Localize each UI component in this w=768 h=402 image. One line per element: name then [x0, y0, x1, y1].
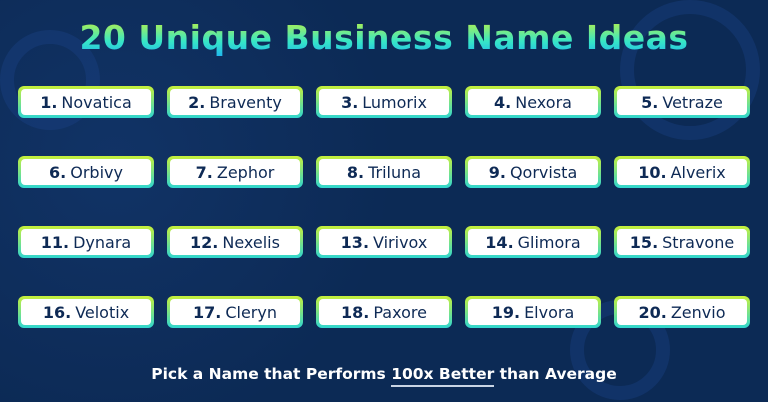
name-number: 1. [40, 92, 58, 112]
name-number: 8. [346, 162, 365, 182]
name-card: 10. Alverix [614, 156, 750, 188]
name-card: 4. Nexora [465, 86, 601, 118]
name-number: 20. [638, 302, 667, 322]
name-card: 18. Paxore [316, 296, 452, 328]
name-card: 12. Nexelis [167, 226, 303, 258]
name-number: 10. [638, 162, 667, 182]
name-number: 7. [195, 162, 213, 182]
business-name: Nexora [515, 92, 572, 112]
name-number: 12. [190, 232, 219, 252]
business-name: Zephor [216, 162, 275, 182]
name-number: 4. [494, 92, 512, 112]
name-card-inner: 3. Lumorix [319, 89, 449, 115]
name-card-inner: 19. Elvora [468, 299, 598, 325]
business-name: Zenvio [670, 302, 726, 322]
name-number: 5. [641, 92, 659, 112]
name-number: 14. [485, 232, 514, 252]
name-card: 14. Glimora [465, 226, 601, 258]
name-card-inner: 18. Paxore [319, 299, 449, 325]
name-card: 8. Triluna [316, 156, 452, 188]
tagline-text: Pick a Name that Performs [151, 365, 392, 383]
business-name: Dynara [73, 232, 132, 252]
name-card-inner: 8. Triluna [319, 159, 449, 185]
name-card: 9. Qorvista [465, 156, 601, 188]
name-card-inner: 5. Vetraze [617, 89, 747, 115]
name-number: 19. [491, 302, 521, 322]
business-name: Lumorix [362, 92, 427, 112]
name-number: 2. [188, 92, 206, 112]
name-card: 17. Cleryn [167, 296, 303, 328]
tagline-highlight: 100x Better [391, 365, 495, 387]
business-name: Alverix [670, 162, 726, 182]
name-number: 3. [341, 92, 359, 112]
business-name: Novatica [61, 92, 132, 112]
name-card-inner: 12. Nexelis [170, 229, 300, 255]
name-card: 6. Orbivy [18, 156, 154, 188]
name-card-inner: 17. Cleryn [170, 299, 300, 325]
name-card-inner: 2. Braventy [170, 89, 300, 115]
page-title: 20 Unique Business Name Ideas [0, 18, 768, 57]
business-name: Paxore [373, 302, 427, 322]
business-name: Orbivy [70, 162, 123, 182]
business-name: Virivox [373, 232, 428, 252]
business-name: Cleryn [225, 302, 277, 322]
name-card: 20. Zenvio [614, 296, 750, 328]
tagline-text-end: than Average [494, 365, 617, 383]
business-name: Stravone [662, 232, 735, 252]
name-card-inner: 7. Zephor [170, 159, 300, 185]
name-card-inner: 9. Qorvista [468, 159, 598, 185]
business-name: Nexelis [222, 232, 280, 252]
name-card: 11. Dynara [18, 226, 154, 258]
name-number: 17. [193, 302, 222, 322]
business-name: Elvora [524, 302, 575, 322]
name-card: 1. Novatica [18, 86, 154, 118]
name-card-inner: 20. Zenvio [617, 299, 747, 325]
name-number: 6. [49, 162, 67, 182]
name-card: 19. Elvora [465, 296, 601, 328]
name-card: 3. Lumorix [316, 86, 452, 118]
name-card: 7. Zephor [167, 156, 303, 188]
name-card: 5. Vetraze [614, 86, 750, 118]
name-card-inner: 11. Dynara [21, 229, 151, 255]
name-card-inner: 15. Stravone [617, 229, 747, 255]
name-number: 15. [629, 232, 659, 252]
name-grid: 1. Novatica 2. Braventy 3. Lumorix 4. Nexora 5. V… [18, 86, 750, 328]
business-name: Qorvista [509, 162, 578, 182]
business-name: Braventy [209, 92, 282, 112]
name-number: 18. [341, 302, 370, 322]
name-card: 13. Virivox [316, 226, 452, 258]
name-card-inner: 10. Alverix [617, 159, 747, 185]
business-name: Vetraze [662, 92, 723, 112]
business-name: Triluna [368, 162, 422, 182]
name-number: 13. [340, 232, 370, 252]
name-number: 16. [42, 302, 72, 322]
name-card-inner: 1. Novatica [21, 89, 151, 115]
name-card-inner: 14. Glimora [468, 229, 598, 255]
name-card-inner: 6. Orbivy [21, 159, 151, 185]
name-card: 15. Stravone [614, 226, 750, 258]
tagline: Pick a Name that Performs 100x Better th… [0, 365, 768, 387]
business-name: Velotix [75, 302, 130, 322]
name-card-inner: 4. Nexora [468, 89, 598, 115]
name-card: 2. Braventy [167, 86, 303, 118]
name-card: 16. Velotix [18, 296, 154, 328]
name-card-inner: 16. Velotix [21, 299, 151, 325]
business-name: Glimora [517, 232, 581, 252]
name-card-inner: 13. Virivox [319, 229, 449, 255]
name-number: 9. [488, 162, 506, 182]
name-number: 11. [40, 232, 70, 252]
